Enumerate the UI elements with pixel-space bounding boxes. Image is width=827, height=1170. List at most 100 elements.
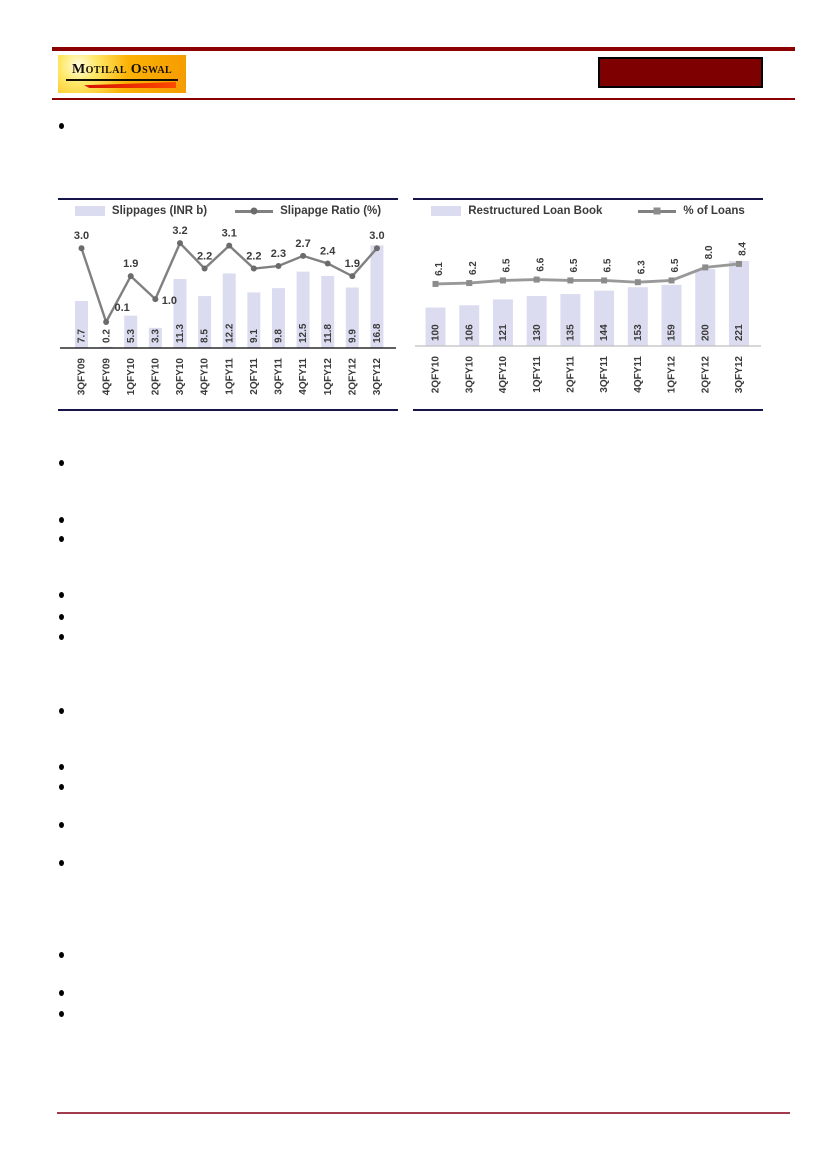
restructured-loans-chart-plot: 100 106 121 130 135 144 153 159 200 221 2QFY10 3QFY… — [415, 242, 761, 394]
line-marker — [349, 273, 356, 280]
x-axis-label: 1QFY12 — [667, 356, 678, 394]
x-axis-label: 1QFY11 — [532, 356, 543, 393]
line-value-label: 1.9 — [123, 258, 138, 270]
x-axis-label: 2QFY10 — [151, 358, 162, 396]
line-marker — [152, 296, 159, 303]
bar — [370, 245, 384, 348]
bullet-point — [59, 634, 64, 640]
bar — [124, 315, 138, 348]
slippages-chart-plot: 7.7 0.2 5.3 3.3 11.3 8.5 12.2 9.1 9.8 12.5 11.8 9.9… — [60, 225, 396, 396]
bar — [627, 287, 648, 346]
bar-value-label: 159 — [667, 324, 678, 341]
line-value-label: 3.0 — [369, 230, 384, 242]
bar-value-label: 9.1 — [249, 329, 260, 343]
bar-value-label: 11.8 — [323, 324, 334, 343]
bar — [345, 287, 359, 348]
bullet-point — [59, 784, 64, 790]
bar-value-label: 12.5 — [298, 323, 309, 343]
line-marker — [634, 279, 641, 286]
line-marker — [275, 263, 282, 270]
bar-value-label: 221 — [734, 324, 745, 341]
line-marker — [226, 242, 233, 249]
line-marker — [300, 252, 307, 259]
x-axis-label: 4QFY10 — [498, 356, 509, 394]
legend-item-slippage-ratio: Slipapge Ratio (%) — [235, 205, 381, 217]
line-marker — [735, 260, 742, 267]
line-swatch-icon — [638, 207, 677, 215]
bullet-point — [59, 860, 64, 866]
x-axis-label: 3QFY10 — [175, 358, 186, 396]
line-marker — [201, 265, 208, 272]
bar-value-label: 9.8 — [274, 329, 285, 343]
x-axis-label: 3QFY11 — [274, 358, 285, 395]
bullet-point — [59, 764, 64, 770]
bullet-point — [59, 990, 64, 996]
bar-value-label: 100 — [431, 324, 442, 341]
legend-item-pct-of-loans: % of Loans — [638, 205, 745, 217]
logo-swoosh — [84, 82, 176, 88]
bar — [492, 299, 513, 346]
bullet-point — [59, 517, 64, 523]
line-marker — [324, 260, 331, 267]
x-axis-label: 1QFY11 — [224, 358, 235, 395]
bar — [222, 273, 236, 348]
x-axis-label: 2QFY11 — [566, 356, 577, 393]
bar — [594, 290, 615, 346]
bullet-point — [59, 614, 64, 620]
line-marker — [176, 240, 183, 247]
x-axis-label: 4QFY09 — [101, 358, 112, 396]
line-value-label: 6.5 — [670, 258, 681, 272]
bar-value-label: 9.9 — [347, 329, 358, 343]
header-title-box — [598, 57, 763, 88]
line-marker — [499, 277, 506, 284]
bullet-point — [59, 536, 64, 542]
x-axis-label: 2QFY12 — [700, 356, 711, 394]
restructured-loans-chart: 100 106 121 130 135 144 153 159 200 221 2QFY10 3QFY… — [413, 198, 763, 411]
line-marker — [466, 280, 473, 287]
legend-label: Restructured Loan Book — [468, 205, 603, 217]
footer-rule — [57, 1112, 790, 1114]
line-value-label: 2.2 — [246, 251, 261, 263]
restructured-loans-chart-legend: Restructured Loan Book % of Loans — [413, 205, 763, 217]
slippages-chart-legend: Slippages (INR b) Slipapge Ratio (%) — [58, 205, 398, 217]
line-value-label: 2.2 — [197, 251, 212, 263]
bar-value-label: 8.5 — [200, 329, 211, 343]
bar-value-label: 200 — [700, 324, 711, 341]
x-axis-label: 3QFY12 — [372, 358, 383, 396]
bar — [198, 296, 212, 348]
line-marker — [533, 276, 540, 283]
bar-value-label: 106 — [464, 324, 475, 341]
line-marker — [432, 280, 439, 287]
bar — [321, 275, 335, 348]
bar — [75, 300, 88, 348]
bar-value-label: 130 — [532, 324, 543, 341]
bullet-point — [59, 123, 64, 129]
line-value-label: 3.1 — [222, 228, 237, 240]
line-marker — [702, 264, 709, 271]
x-axis-label: 3QFY09 — [77, 358, 88, 396]
line-series — [435, 262, 740, 286]
header-top-rule — [52, 47, 795, 51]
line-marker — [373, 245, 380, 252]
line-value-label: 1.9 — [345, 258, 360, 270]
legend-label: Slipapge Ratio (%) — [280, 205, 382, 217]
line-value-label: 6.5 — [603, 258, 614, 272]
bar — [247, 292, 261, 348]
x-axis-label: 4QFY11 — [633, 356, 644, 393]
bar-value-label: 16.8 — [372, 323, 383, 343]
bar — [661, 284, 682, 346]
bar — [459, 305, 480, 346]
bar — [173, 278, 187, 348]
bar-value-label: 121 — [498, 324, 509, 341]
line-value-label: 6.5 — [569, 258, 580, 272]
header-sub-rule — [52, 98, 795, 100]
bar-value-label: 7.7 — [77, 329, 88, 343]
bar — [148, 327, 162, 348]
bar — [560, 294, 581, 346]
line-marker — [103, 318, 110, 325]
x-axis-label: 4QFY10 — [200, 358, 211, 396]
line-value-label: 8.0 — [704, 245, 715, 259]
bar-value-label: 12.2 — [224, 323, 235, 343]
line-swatch-icon — [235, 207, 274, 215]
line-value-label: 8.4 — [738, 242, 749, 256]
